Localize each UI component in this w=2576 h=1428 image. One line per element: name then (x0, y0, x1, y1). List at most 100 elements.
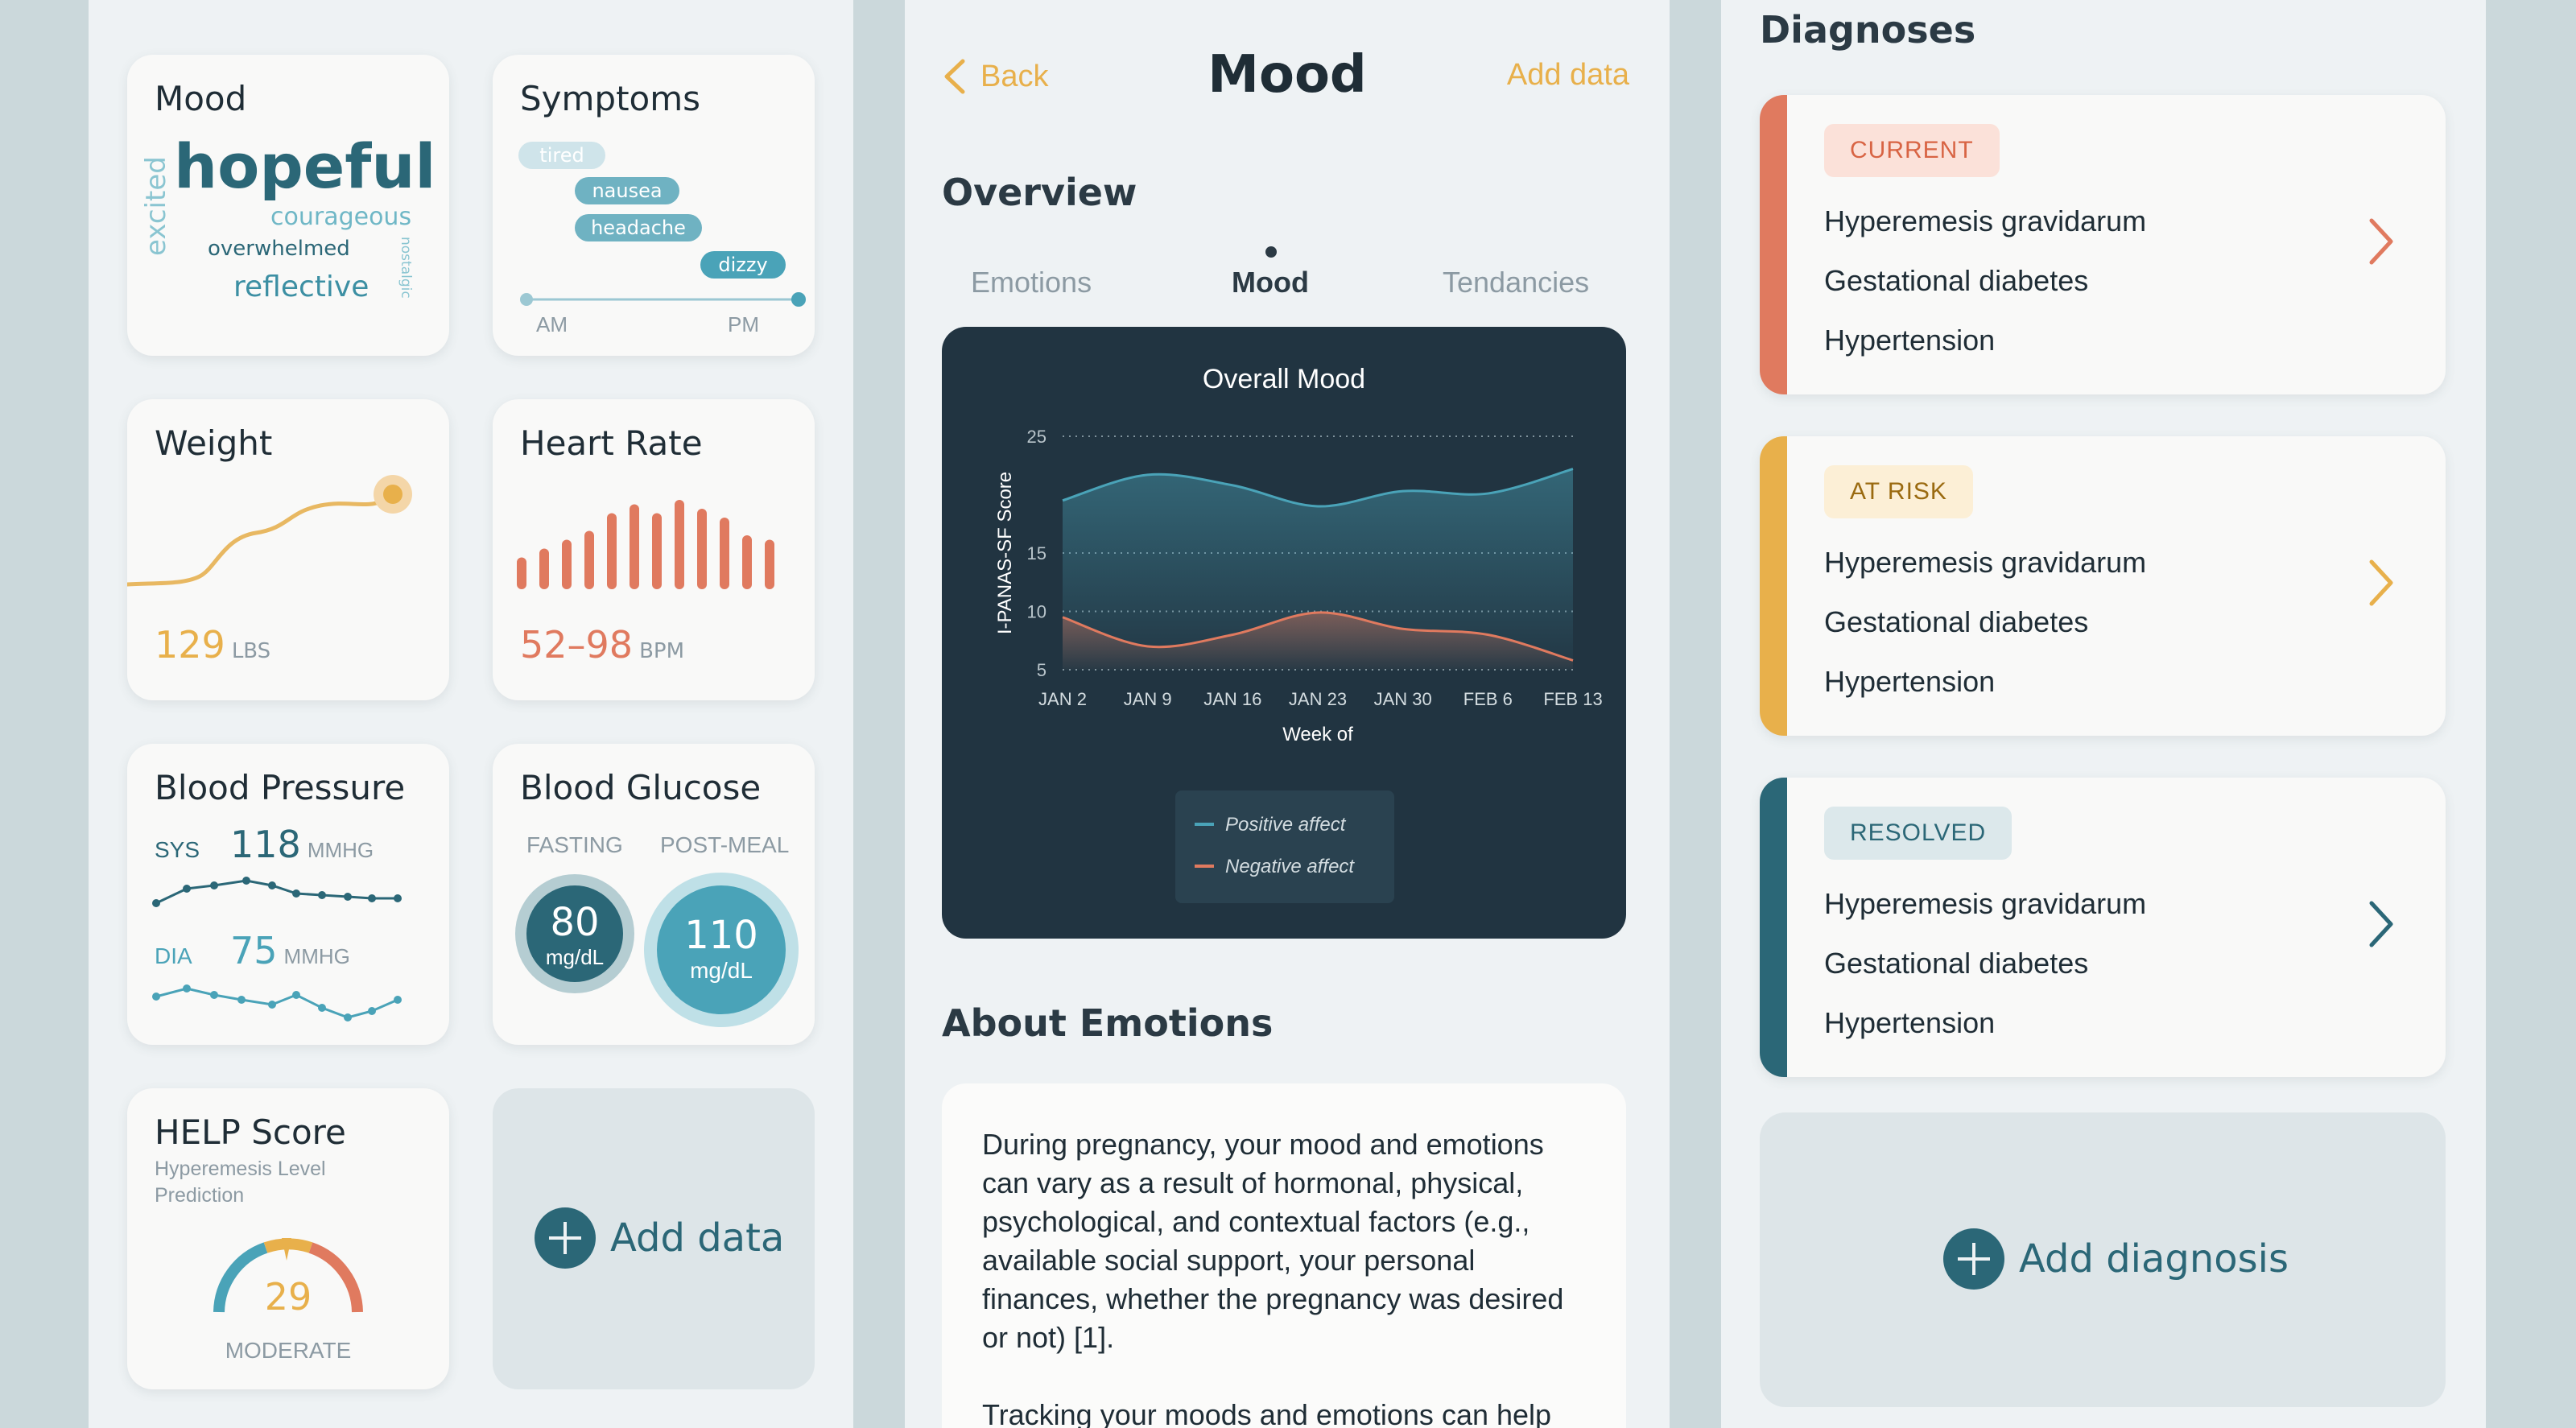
series-area (1063, 468, 1573, 670)
add-data-button[interactable]: Add data (535, 1207, 784, 1269)
diagnosis-item: Hypertension (1824, 665, 1996, 698)
x-tick-label: JAN 16 (1203, 689, 1261, 709)
legend-label: Negative affect (1225, 856, 1355, 877)
tab-mood[interactable]: Mood (1232, 266, 1309, 299)
sys-value: 118 (230, 823, 301, 866)
legend-label: Positive affect (1225, 814, 1347, 836)
add-data-tile[interactable]: Add data (493, 1088, 815, 1389)
back-button[interactable]: Back (940, 56, 1048, 97)
diagnoses-panel: Diagnoses CURRENT Hyperemesis gravidarum… (1721, 0, 2486, 1428)
mood-detail-panel: Back Mood Add data Overview Emotions Moo… (905, 0, 1670, 1428)
symptoms-card[interactable]: Symptoms tired nausea headache dizzy AM … (493, 55, 815, 356)
overview-heading: Overview (942, 171, 1137, 214)
y-axis-label: I-PANAS-SF Score (994, 472, 1016, 634)
weight-card[interactable]: Weight 129 LBS (127, 399, 449, 700)
diagnoses-heading: Diagnoses (1760, 8, 1976, 52)
chart-legend (1175, 790, 1394, 903)
blood-pressure-card-title: Blood Pressure (155, 768, 406, 807)
add-data-link[interactable]: Add data (1506, 58, 1629, 92)
diagnosis-group-resolved[interactable]: RESOLVED Hyperemesis gravidarum Gestatio… (1760, 778, 2446, 1077)
help-score-title: HELP Score (155, 1112, 346, 1152)
page-title: Mood (1208, 45, 1367, 105)
help-score-gauge (213, 1238, 363, 1313)
about-emotions-heading: About Emotions (942, 1001, 1274, 1045)
mood-card-title: Mood (155, 79, 247, 118)
postmeal-unit: mg/dL (690, 958, 753, 983)
x-tick-label: FEB 6 (1463, 689, 1513, 709)
dia-label: DIA (155, 943, 192, 968)
help-score-value: 29 (264, 1275, 312, 1319)
add-data-label: Add data (610, 1215, 785, 1261)
chevron-left-icon (944, 59, 965, 94)
back-label: Back (980, 59, 1049, 93)
weight-unit: LBS (231, 639, 271, 663)
y-tick-label: 25 (1027, 427, 1046, 447)
sys-label: SYS (155, 837, 200, 862)
diagnosis-item: Hyperemesis gravidarum (1824, 887, 2147, 920)
tab-emotions[interactable]: Emotions (971, 266, 1092, 299)
tab-tendancies[interactable]: Tendancies (1443, 266, 1590, 299)
mood-word: hopeful (174, 130, 436, 202)
add-diagnosis-button[interactable]: Add diagnosis (1943, 1228, 2289, 1290)
diagnosis-item: Hyperemesis gravidarum (1824, 546, 2147, 579)
x-axis-label: Week of (1282, 724, 1353, 745)
symptom-tag: headache (575, 214, 702, 241)
chevron-right-icon[interactable] (2365, 557, 2397, 609)
dia-value: 75 (230, 929, 278, 972)
mood-card[interactable]: Mood hopeful courageous excited overwhel… (127, 55, 449, 356)
blood-pressure-card[interactable]: Blood Pressure SYS 118 MMHG DIA 75 MMHG (127, 744, 449, 1045)
dia-row: DIA 75 MMHG (155, 929, 350, 972)
postmeal-value: 110 (684, 913, 758, 958)
help-score-card[interactable]: HELP Score Hyperemesis Level Prediction … (127, 1088, 449, 1389)
weight-trend-line (127, 475, 412, 587)
add-diagnosis-tile[interactable]: Add diagnosis (1760, 1112, 2446, 1407)
timeline-pm-label: PM (728, 312, 759, 336)
dashboard-panel: Mood hopeful courageous excited overwhel… (89, 0, 853, 1428)
fasting-circle: 80 mg/dL (515, 874, 634, 993)
weight-value-wrap: 129 LBS (155, 623, 270, 667)
symptom-tag: tired (518, 142, 605, 169)
weight-card-title: Weight (155, 423, 273, 463)
series-line (1062, 468, 1574, 508)
y-tick-label: 10 (1027, 602, 1046, 622)
diagnosis-group-at-risk[interactable]: AT RISK Hyperemesis gravidarum Gestation… (1760, 436, 2446, 736)
symptoms-timeline (520, 292, 806, 307)
x-tick-label: JAN 2 (1038, 689, 1087, 709)
mood-word: excited (140, 156, 172, 256)
status-bar (1760, 778, 1787, 1077)
fasting-unit: mg/dL (545, 945, 605, 969)
series-line (1062, 611, 1574, 662)
mood-word: courageous (270, 203, 412, 231)
chevron-right-icon[interactable] (2365, 216, 2397, 267)
heart-rate-unit: BPM (639, 639, 685, 663)
diagnosis-item: Gestational diabetes (1824, 947, 2089, 980)
heart-rate-bars (517, 500, 774, 589)
y-tick-label: 5 (1037, 660, 1046, 680)
sys-row: SYS 118 MMHG (155, 823, 374, 866)
x-tick-label: JAN 9 (1124, 689, 1172, 709)
blood-glucose-card[interactable]: Blood Glucose FASTING POST-MEAL 80 mg/dL… (493, 744, 815, 1045)
plus-icon (535, 1207, 596, 1269)
dia-sparkline (152, 984, 402, 1021)
blood-glucose-card-title: Blood Glucose (520, 768, 762, 807)
chart-title: Overall Mood (1203, 364, 1365, 394)
add-diagnosis-label: Add diagnosis (2019, 1236, 2289, 1281)
postmeal-label: POST-MEAL (660, 832, 790, 857)
symptom-tag: nausea (575, 177, 679, 204)
postmeal-circle: 110 mg/dL (644, 873, 799, 1027)
series-area (1063, 612, 1573, 670)
heart-rate-card-title: Heart Rate (520, 423, 703, 463)
status-bar (1760, 95, 1787, 394)
status-badge: CURRENT (1824, 124, 2000, 177)
x-tick-label: JAN 23 (1289, 689, 1347, 709)
x-tick-label: JAN 30 (1374, 689, 1432, 709)
heart-rate-card[interactable]: Heart Rate 52–98 BPM (493, 399, 815, 700)
mood-chart-svg: Overall Mood 5 10 15 25 I-PANAS-SF Score JAN 2… (994, 364, 1603, 903)
diagnosis-group-current[interactable]: CURRENT Hyperemesis gravidarum Gestation… (1760, 95, 2446, 394)
diagnosis-item: Hyperemesis gravidarum (1824, 204, 2147, 237)
chevron-right-icon[interactable] (2365, 898, 2397, 950)
help-score-level: MODERATE (225, 1338, 352, 1363)
x-tick-label: FEB 13 (1543, 689, 1602, 709)
diagnosis-item: Hypertension (1824, 1006, 1996, 1039)
fasting-value: 80 (550, 900, 600, 945)
